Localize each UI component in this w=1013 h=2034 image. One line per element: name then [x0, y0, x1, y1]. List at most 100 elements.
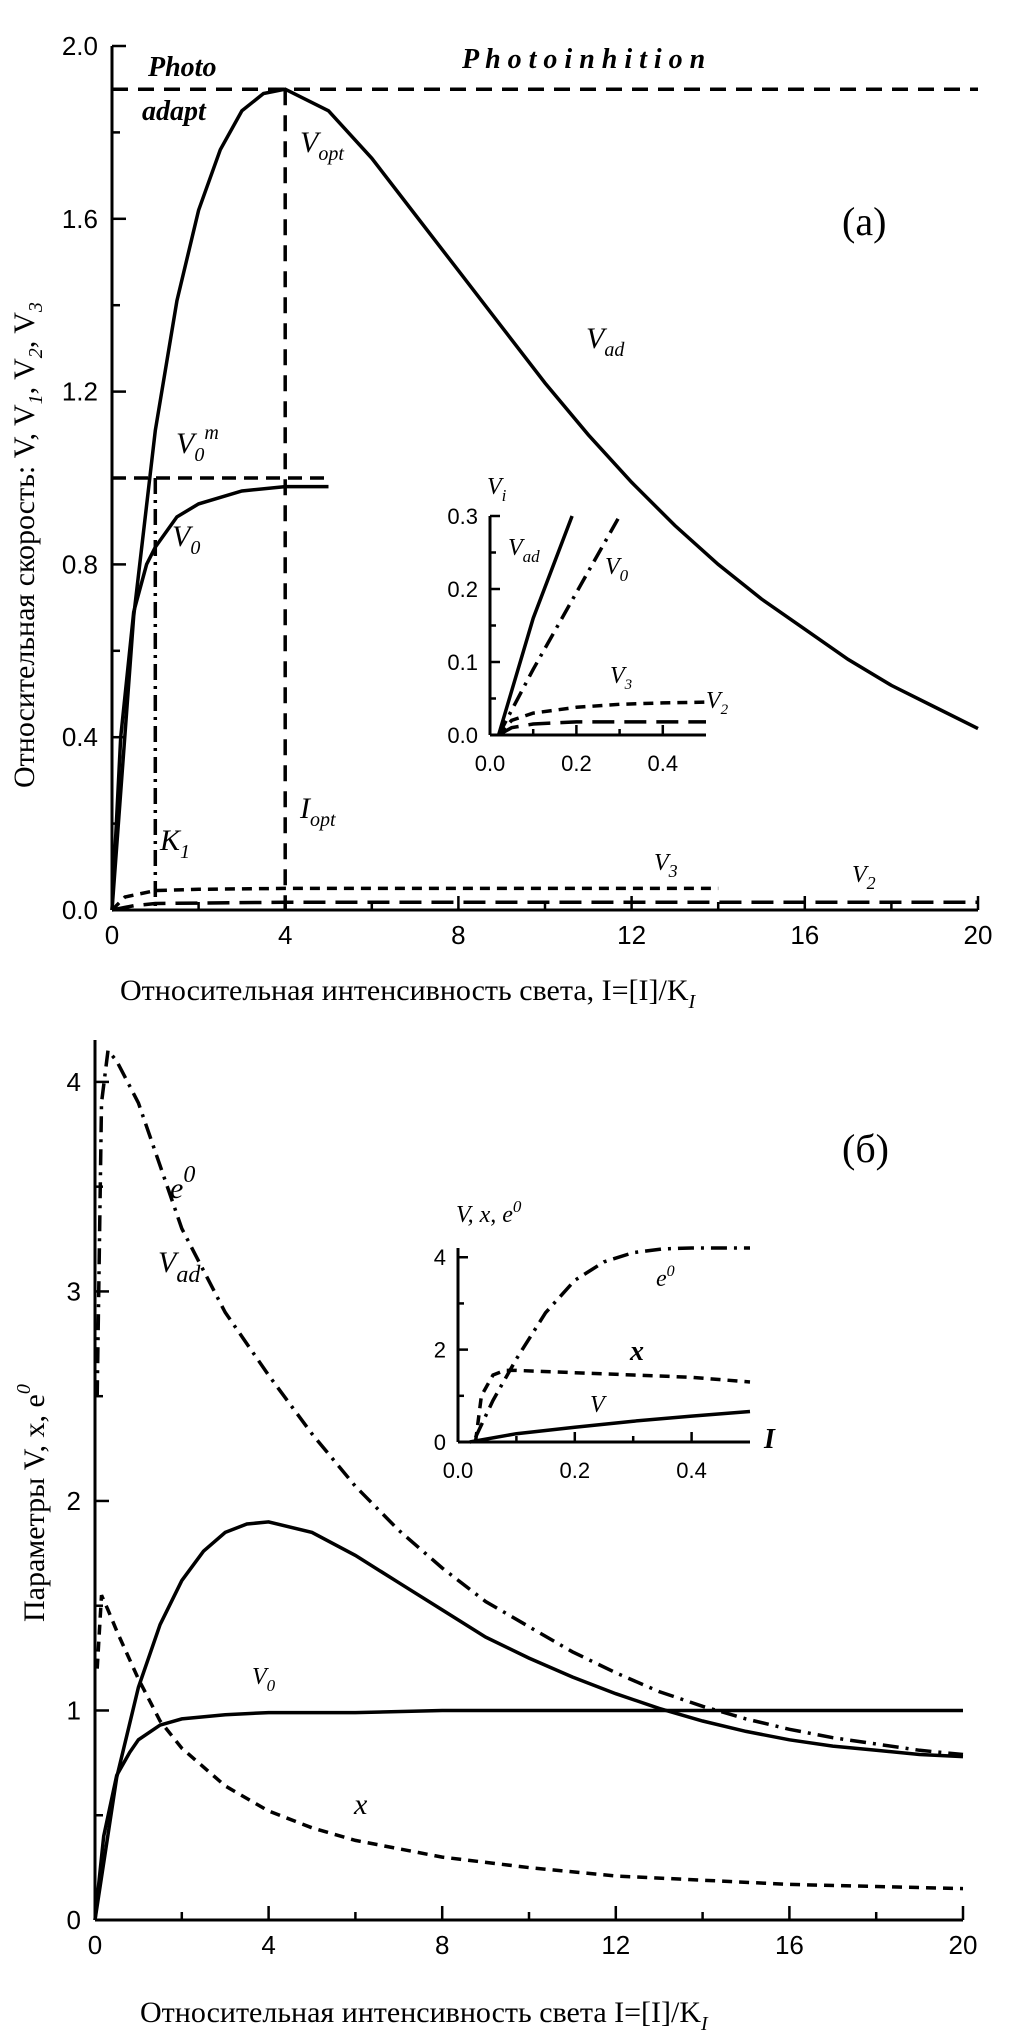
x-tick-label: 0.2	[561, 751, 592, 776]
inset-curves	[469, 1246, 751, 1444]
curve-v-3	[110, 886, 719, 912]
y-axis-title-sup: 0	[13, 1384, 35, 1394]
panel-a: 0 4 8 12 16 200.00.40.81.21.62.0 (а) Photo ad…	[8, 31, 992, 1013]
curves	[93, 1046, 964, 1921]
region-label-adapt: adapt	[142, 96, 207, 127]
y-tick-label: 4	[434, 1245, 446, 1270]
inset-label-x: x	[629, 1336, 644, 1367]
curve-e0	[95, 1046, 964, 1757]
curve-x	[95, 1594, 964, 1891]
y-tick-label: 0	[434, 1430, 446, 1455]
inset-label-v0-sub: 0	[620, 566, 629, 585]
label-v-opt: Vopt	[300, 126, 344, 165]
y-tick-label: 0.0	[62, 895, 98, 925]
region-label-photoinhibition: P h o t o i n h i t i o n	[461, 44, 705, 75]
y-tick-label: 1	[67, 1695, 81, 1725]
label-k1: K1	[159, 824, 190, 863]
y-tick-label: 0.0	[447, 723, 478, 748]
inset-axes	[456, 1248, 750, 1444]
y-axis-title-tail2: , V	[8, 312, 41, 348]
x-tick-label: 20	[949, 1930, 978, 1960]
inset-y-title: V, x, e0	[456, 1197, 522, 1228]
x-axis-title: Относительная интенсивность света, I=[I]…	[120, 974, 697, 1013]
x-tick-label: 0	[105, 920, 119, 950]
label-v3: V3	[654, 850, 678, 881]
label-v3-sub: 3	[668, 861, 678, 881]
x-axis-title-text: Относительная интенсивность света I=[I]/…	[140, 1996, 701, 2029]
x-axis-title-sub: I	[688, 991, 697, 1013]
y-tick-label: 0.4	[62, 722, 98, 752]
inset-ticks: 0.0 0.2 0.4 0.0 0.1 0.2 0.3	[447, 504, 678, 776]
x-tick-label: 0.0	[475, 751, 506, 776]
y-tick-label: 0.3	[447, 504, 478, 529]
y-axis-sub-2: 2	[25, 348, 47, 358]
label-v2-sub: 2	[867, 873, 876, 893]
inset-curve-e0	[473, 1246, 750, 1439]
label-i-opt: Iopt	[299, 792, 336, 831]
y-tick-label: 0.8	[62, 549, 98, 579]
x-axis-title-text: Относительная интенсивность света, I=[I]…	[120, 974, 689, 1007]
inset-curve-v-3	[497, 700, 707, 737]
inset-curve-v-ad	[496, 515, 574, 736]
label-k1-sub: 1	[180, 841, 190, 863]
y-tick-label: 2.0	[62, 31, 98, 61]
inset-label-v-ad: Vad	[508, 535, 540, 566]
label-v0-sub: 0	[190, 537, 200, 559]
panel-label: (б)	[842, 1126, 889, 1171]
y-axis-title: Параметры V, x, e0	[13, 1384, 51, 1622]
label-v0m-sup: m	[204, 422, 218, 444]
x-tick-label: 4	[278, 920, 292, 950]
x-tick-label: 8	[451, 920, 465, 950]
x-tick-label: 8	[435, 1930, 449, 1960]
axes	[93, 1040, 963, 1922]
y-axis-title: Относительная скорость: V, V1, V2, V3	[8, 302, 47, 788]
inset-label-v3-sub: 3	[624, 677, 633, 693]
label-e0: e0	[170, 1162, 195, 1205]
x-axis-title: Относительная интенсивность света I=[I]/…	[140, 1996, 709, 2034]
label-v-ad-sub: ad	[604, 339, 625, 361]
inset-curve-v-0	[497, 515, 622, 736]
inset-label-v-ad-sub: ad	[523, 547, 541, 566]
inset-curves	[496, 515, 707, 737]
label-v0: V0	[172, 520, 200, 559]
y-tick-label: 4	[67, 1067, 81, 1097]
x-tick-label: 12	[617, 920, 646, 950]
inset-y-title: Vi	[487, 474, 507, 505]
curve-v-ad	[93, 1520, 964, 1921]
y-tick-label: 1.2	[62, 377, 98, 407]
x-axis-title-sub: I	[700, 2013, 709, 2034]
label-e0-sup: 0	[183, 1162, 195, 1188]
inset-x-title: I	[763, 1424, 776, 1455]
inset-label-e0-sup: 0	[667, 1263, 675, 1280]
panel-label: (а)	[842, 199, 886, 244]
axes	[110, 46, 978, 912]
y-axis-title-tail: , V	[8, 358, 41, 394]
x-tick-label: 20	[964, 920, 993, 950]
inset-curve-x	[473, 1368, 751, 1443]
label-v0-sub: 0	[267, 1676, 276, 1695]
x-tick-label: 12	[601, 1930, 630, 1960]
inset-y-title-sub: i	[502, 486, 507, 505]
y-axis-sub-3: 3	[25, 302, 47, 313]
label-v-ad-sub: ad	[176, 1262, 201, 1288]
y-tick-label: 2	[67, 1486, 81, 1516]
region-label-photo: Photo	[147, 52, 216, 83]
y-tick-label: 2	[434, 1338, 446, 1363]
y-axis-title-text: Относительная скорость: V, V	[8, 404, 41, 788]
label-v0m: V0m	[176, 422, 219, 466]
inset-label-v0: V0	[605, 554, 629, 585]
inset-label-v2: V2	[706, 688, 729, 718]
curve-v-0	[110, 484, 329, 911]
x-tick-label: 16	[790, 920, 819, 950]
inset-y-title-text: V, x, e	[456, 1202, 513, 1228]
ticks: 0 4 8 12 16 200.00.40.81.21.62.0	[62, 31, 993, 950]
inset-ticks: 0.0 0.2 0.4 0 2 4	[434, 1245, 707, 1483]
y-tick-label: 1.6	[62, 204, 98, 234]
y-axis-sub-1: 1	[25, 394, 47, 404]
label-i-opt-sub: opt	[310, 809, 336, 831]
label-v-opt-sub: opt	[318, 143, 344, 165]
